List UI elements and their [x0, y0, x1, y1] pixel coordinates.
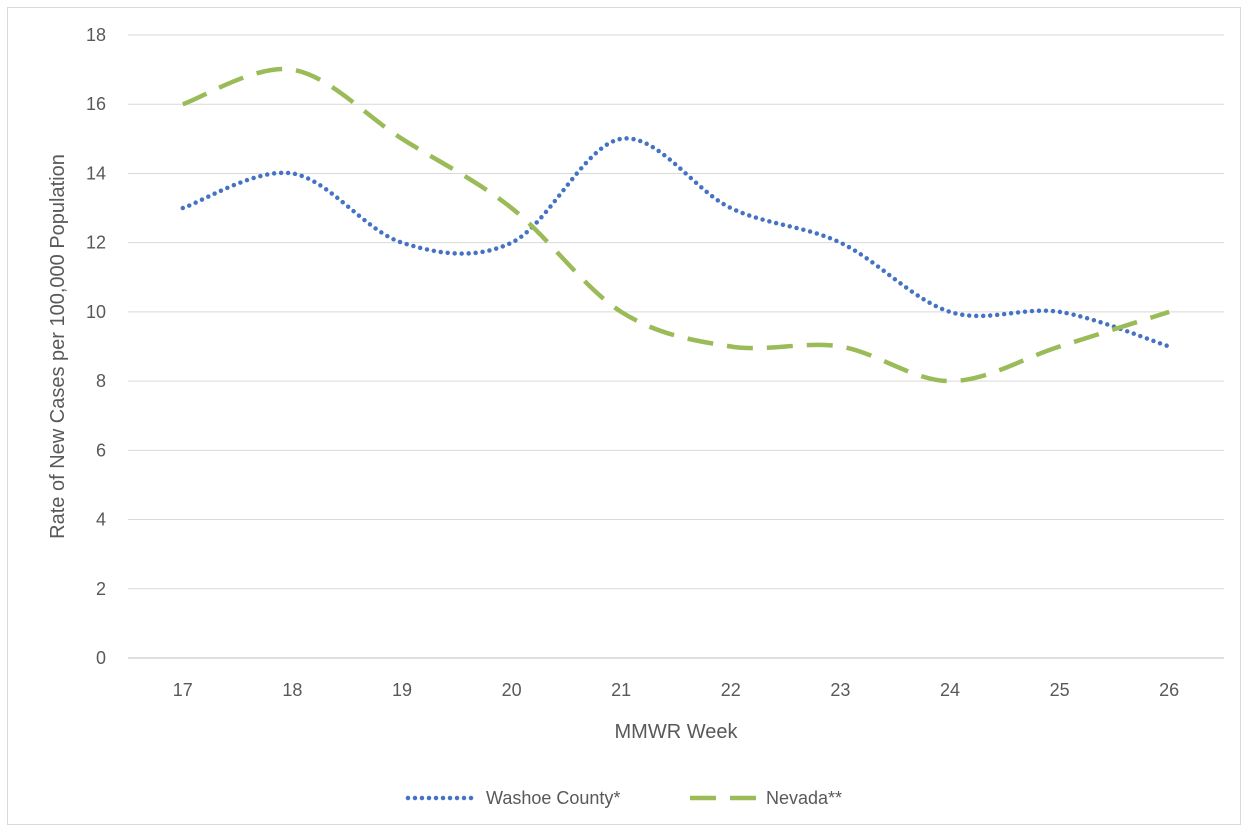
y-tick-label: 6 [96, 440, 106, 460]
y-tick-label: 4 [96, 510, 106, 530]
x-axis-title: MMWR Week [615, 721, 739, 743]
x-tick-label: 24 [940, 680, 960, 700]
y-axis-ticks: 0 2 4 6 8 10 12 14 16 18 [86, 25, 106, 668]
legend: Washoe County* Nevada** [405, 788, 842, 808]
x-tick-label: 25 [1050, 680, 1070, 700]
y-tick-label: 10 [86, 302, 106, 322]
x-axis-ticks: 17 18 19 20 21 22 23 24 25 26 [173, 680, 1179, 700]
y-tick-label: 12 [86, 233, 106, 253]
y-tick-label: 8 [96, 371, 106, 391]
legend-label: Washoe County* [486, 788, 620, 808]
y-axis-title: Rate of New Cases per 100,000 Population [47, 154, 69, 539]
x-tick-label: 22 [721, 680, 741, 700]
y-tick-label: 0 [96, 648, 106, 668]
y-tick-label: 14 [86, 163, 106, 183]
y-tick-label: 18 [86, 25, 106, 45]
gridlines [128, 34, 1224, 659]
y-tick-label: 16 [86, 94, 106, 114]
x-tick-label: 23 [830, 680, 850, 700]
x-tick-label: 20 [502, 680, 522, 700]
legend-label: Nevada** [766, 788, 842, 808]
x-tick-label: 21 [611, 680, 631, 700]
x-tick-label: 26 [1159, 680, 1179, 700]
x-tick-label: 17 [173, 680, 193, 700]
x-tick-label: 19 [392, 680, 412, 700]
x-tick-label: 18 [282, 680, 302, 700]
series-lines [180, 66, 1172, 384]
y-tick-label: 2 [96, 579, 106, 599]
series-line-nevada [182, 66, 1170, 384]
chart-area [7, 7, 1241, 825]
